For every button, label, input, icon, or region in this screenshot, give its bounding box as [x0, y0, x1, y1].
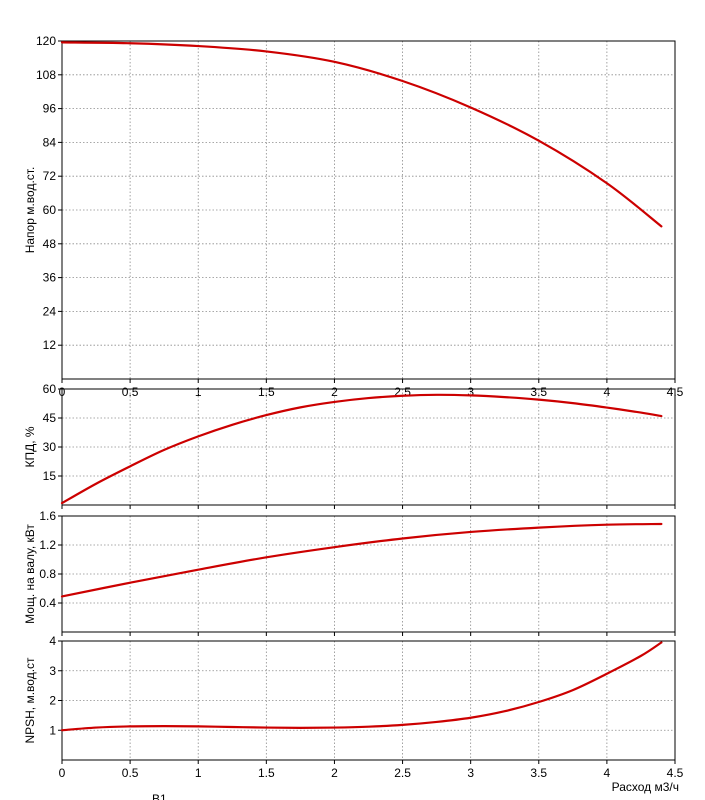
footer-label: B1: [152, 792, 167, 800]
y-tick-label: 24: [43, 304, 57, 318]
y-tick-label: 15: [43, 469, 57, 483]
x-tick-label: 2.5: [394, 766, 411, 780]
series-line-head: [60, 41, 663, 228]
y-tick-label: 120: [36, 34, 56, 48]
panel-npsh: 1 2 3 4 0 0.5 1 1.5 2 2.5 3 3.5 4 4.5 NPSH, м.вод.ст Ра…: [23, 634, 684, 794]
y-tick-label: 1.2: [39, 538, 56, 552]
y-tick-label: 84: [43, 135, 57, 149]
x-tick-label: 2: [331, 385, 338, 399]
x-tick-label: 0.5: [122, 766, 139, 780]
y-axis-title: NPSH, м.вод.ст: [23, 657, 37, 744]
x-axis-title: Расход м3/ч: [612, 780, 679, 794]
y-tick-label: 12: [43, 338, 57, 352]
y-tick-label: 36: [43, 271, 57, 285]
y-tick-label: 96: [43, 102, 57, 116]
x-tick-label: 3.5: [530, 766, 547, 780]
x-tick-label: 3: [467, 766, 474, 780]
y-tick-label: 48: [43, 237, 57, 251]
panel-efficiency: 15 30 45 60 КПД, %: [23, 382, 676, 509]
y-tick-label: 2: [49, 694, 56, 708]
y-tick-label: 1.6: [39, 509, 56, 523]
x-tick-label: 4: [604, 766, 611, 780]
y-axis-title: Мощ. на валу, кВт: [23, 524, 37, 624]
y-tick-label: 60: [43, 203, 57, 217]
x-tick-label: 4.5: [667, 766, 684, 780]
y-tick-label: 108: [36, 68, 56, 82]
x-tick-label: 0: [59, 766, 66, 780]
x-tick-label: 4: [604, 385, 611, 399]
y-tick-label: 45: [43, 411, 57, 425]
y-axis-title: КПД, %: [23, 426, 37, 467]
y-tick-label: 72: [43, 169, 57, 183]
x-tick-label: 1.5: [258, 766, 275, 780]
x-tick-label: 2: [331, 766, 338, 780]
x-tick-label: 1: [195, 766, 202, 780]
x-tick-label: 3: [467, 385, 474, 399]
y-tick-label: 3: [49, 664, 56, 678]
series-line-npsh: [60, 641, 663, 732]
y-tick-label: 0.4: [39, 596, 56, 610]
y-axis-title: Напор м.вод.ст.: [23, 167, 37, 254]
series-line-power: [60, 522, 663, 598]
y-tick-label: 1: [49, 723, 56, 737]
y-tick-label: 60: [43, 382, 57, 396]
y-tick-label: 0.8: [39, 567, 56, 581]
y-tick-label: 4: [49, 634, 56, 648]
x-tick-label: 1: [195, 385, 202, 399]
series-line-efficiency: [60, 393, 663, 505]
y-tick-label: 30: [43, 440, 57, 454]
